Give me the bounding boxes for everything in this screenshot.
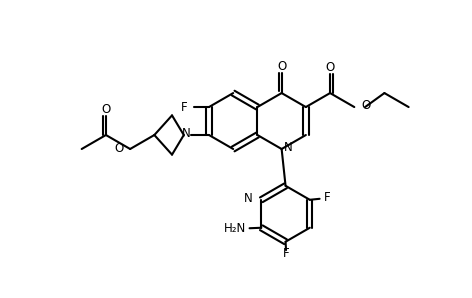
Text: O: O <box>115 142 124 155</box>
Text: N: N <box>244 192 253 205</box>
Text: O: O <box>277 60 286 73</box>
Text: F: F <box>283 247 290 260</box>
Text: N: N <box>182 127 191 140</box>
Text: O: O <box>326 61 335 74</box>
Text: F: F <box>323 191 330 204</box>
Text: O: O <box>101 103 110 116</box>
Text: H₂N: H₂N <box>223 222 245 235</box>
Text: N: N <box>284 141 292 153</box>
Text: O: O <box>361 99 371 111</box>
Text: F: F <box>180 100 187 114</box>
